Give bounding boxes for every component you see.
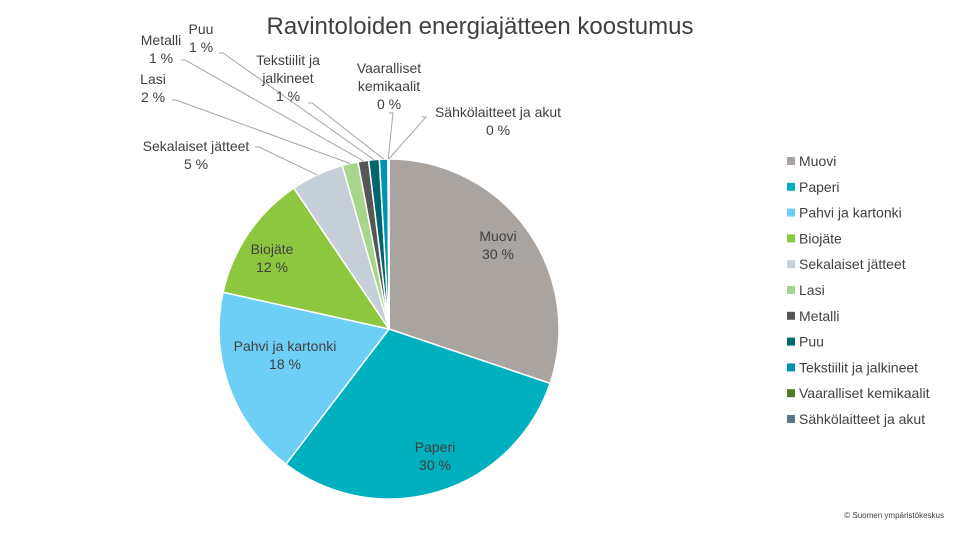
data-label-value-lasi: 2 % xyxy=(141,89,165,105)
data-label-name-sekalaiset-jatteet: Sekalaiset jätteet xyxy=(143,138,250,154)
legend-swatch-metalli xyxy=(787,311,795,320)
leader-line-puu xyxy=(219,52,375,161)
slice-sahkolaitteet-ja-akut xyxy=(387,158,390,330)
leader-line-tekstiilit-ja-jalkineet xyxy=(308,102,384,160)
legend-swatch-vaaralliset-kemikaalit xyxy=(787,389,795,398)
legend-swatch-muovi xyxy=(787,157,795,165)
legend-label-sahkolaitteet-ja-akut: Sähkölaitteet ja akut xyxy=(799,411,925,427)
slice-muovi xyxy=(388,158,560,385)
legend-label-puu: Puu xyxy=(799,334,824,350)
legend-label-vaaralliset-kemikaalit: Vaaralliset kemikaalit xyxy=(799,385,930,401)
data-label-value-tekstiilit-ja-jalkineet: 1 % xyxy=(276,88,300,104)
legend-label-paperi: Paperi xyxy=(799,179,839,195)
data-label-name-paperi: Paperi xyxy=(415,439,455,455)
data-label-name-muovi: Muovi xyxy=(479,228,516,244)
data-label-name-biojate: Biojäte xyxy=(251,241,294,257)
pie xyxy=(218,158,560,500)
leader-line-sekalaiset-jatteet xyxy=(255,146,318,176)
leader-line-vaaralliset-kemikaalit xyxy=(387,112,394,160)
legend-swatch-lasi xyxy=(787,286,795,294)
legend-label-lasi: Lasi xyxy=(799,282,825,298)
legend-swatch-biojate xyxy=(787,234,795,243)
slice-paperi xyxy=(284,328,552,500)
legend-label-muovi: Muovi xyxy=(799,153,836,169)
data-label-value-muovi: 30 % xyxy=(482,246,514,262)
leader-lines xyxy=(172,52,428,176)
leader-line-metalli xyxy=(181,59,364,162)
data-label-name-tekstiilit-ja-jalkineet: jalkineet xyxy=(261,70,313,86)
legend-swatch-sekalaiset-jatteet xyxy=(787,260,795,269)
data-label-name-sahkolaitteet-ja-akut: Sähkölaitteet ja akut xyxy=(435,104,561,120)
legend-label-metalli: Metalli xyxy=(799,308,839,324)
legend-label-pahvi-ja-kartonki: Pahvi ja kartonki xyxy=(799,205,902,221)
data-label-value-biojate: 12 % xyxy=(256,259,288,275)
data-label-value-vaaralliset-kemikaalit: 0 % xyxy=(377,96,401,112)
data-label-name-lasi: Lasi xyxy=(140,71,166,87)
leader-line-sahkolaitteet-ja-akut xyxy=(388,116,428,160)
legend-swatch-sahkolaitteet-ja-akut xyxy=(787,415,795,423)
data-label-value-pahvi-ja-kartonki: 18 % xyxy=(269,356,301,372)
legend-label-tekstiilit-ja-jalkineet: Tekstiilit ja jalkineet xyxy=(799,359,918,375)
slice-biojate xyxy=(222,187,391,331)
slice-pahvi-ja-kartonki xyxy=(218,291,391,466)
data-label-name-tekstiilit-ja-jalkineet: Tekstiilit ja xyxy=(256,52,320,68)
data-label-name-puu: Puu xyxy=(189,21,214,37)
legend: Muovi Paperi Pahvi ja kartonki Biojäte Sekal… xyxy=(787,153,930,427)
legend-label-sekalaiset-jatteet: Sekalaiset jätteet xyxy=(799,256,906,272)
data-labels: Muovi 30 % Paperi 30 % Pahvi ja kartonki 18 %… xyxy=(140,21,561,473)
credit-text: © Suomen ympäristökeskus xyxy=(844,511,944,520)
legend-swatch-paperi xyxy=(787,182,795,191)
data-label-value-sekalaiset-jatteet: 5 % xyxy=(184,156,208,172)
data-label-value-paperi: 30 % xyxy=(419,457,451,473)
legend-swatch-puu xyxy=(787,337,795,346)
leader-line-lasi xyxy=(172,99,351,164)
legend-label-biojate: Biojäte xyxy=(799,230,842,246)
data-label-value-puu: 1 % xyxy=(189,39,213,55)
data-label-value-sahkolaitteet-ja-akut: 0 % xyxy=(486,122,510,138)
data-label-value-metalli: 1 % xyxy=(149,50,173,66)
legend-swatch-tekstiilit-ja-jalkineet xyxy=(787,363,795,372)
data-label-name-vaaralliset-kemikaalit: Vaaralliset xyxy=(357,60,421,76)
legend-swatch-pahvi-ja-kartonki xyxy=(787,208,795,217)
data-label-name-vaaralliset-kemikaalit: kemikaalit xyxy=(358,78,420,94)
data-label-name-metalli: Metalli xyxy=(141,32,181,48)
data-label-name-pahvi-ja-kartonki: Pahvi ja kartonki xyxy=(234,338,337,354)
chart-title: Ravintoloiden energiajätteen koostumus xyxy=(267,13,694,40)
